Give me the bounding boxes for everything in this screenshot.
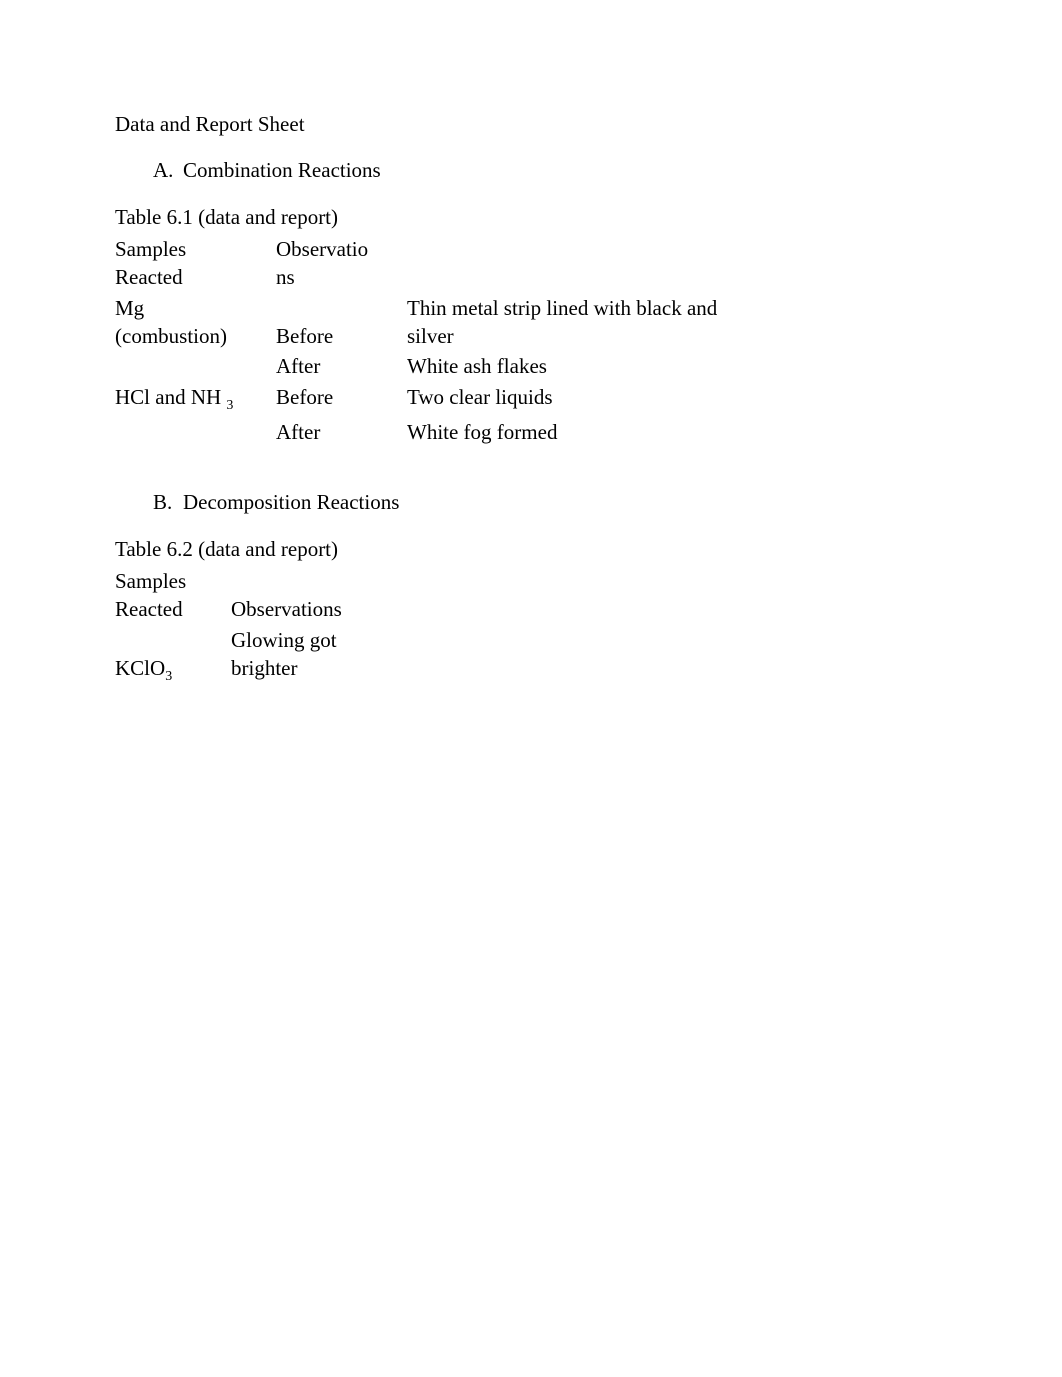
page: Data and Report Sheet A. Combination Rea…: [0, 0, 1062, 689]
table-6-1-caption: Table 6.1 (data and report): [115, 203, 947, 231]
table-6-2-caption: Table 6.2 (data and report): [115, 535, 947, 563]
before-desc-l2: silver: [407, 324, 454, 348]
header-obs-l1: Observatio: [276, 237, 368, 261]
before-desc: Two clear liquids: [407, 385, 553, 409]
section-a-letter: A.: [153, 156, 183, 184]
table-row: Mg (combustion) Before Thin metal strip …: [115, 294, 735, 353]
after-label: After: [276, 354, 320, 378]
header-samples-l1: Samples: [115, 569, 186, 593]
table-row: Samples Reacted Observations: [115, 567, 385, 626]
section-b-letter: B.: [153, 488, 183, 516]
header-samples-l2: Reacted: [115, 597, 183, 621]
section-a-heading: A. Combination Reactions: [153, 156, 947, 184]
table-row: HCl and NH 3 Before Two clear liquids: [115, 383, 735, 418]
sample-kclo-sub: 3: [165, 669, 172, 684]
table-6-1: Samples Reacted Observatio ns Mg (combus…: [115, 235, 735, 448]
section-a-title: Combination Reactions: [183, 156, 381, 184]
obs-l1: Glowing got: [231, 628, 337, 652]
before-label: Before: [276, 324, 333, 348]
sample-kclo-prefix: KClO: [115, 656, 165, 680]
table-row: After White fog formed: [115, 418, 735, 448]
sample-hcl-prefix: HCl and NH: [115, 385, 221, 409]
after-label: After: [276, 420, 320, 444]
table-row: KClO3 Glowing got brighter: [115, 626, 385, 689]
after-desc: White ash flakes: [407, 354, 547, 378]
page-title: Data and Report Sheet: [115, 110, 947, 138]
table-row: Samples Reacted Observatio ns: [115, 235, 735, 294]
section-b-title: Decomposition Reactions: [183, 488, 399, 516]
after-desc: White fog formed: [407, 420, 557, 444]
sample-mg-l1: Mg: [115, 296, 144, 320]
header-obs-l2: ns: [276, 265, 295, 289]
before-label: Before: [276, 385, 333, 409]
sample-mg-l2: (combustion): [115, 324, 227, 348]
before-desc-l1: Thin metal strip lined with black and: [407, 296, 717, 320]
section-b-heading: B. Decomposition Reactions: [153, 488, 947, 516]
header-samples-l2: Reacted: [115, 265, 183, 289]
sample-hcl-sub: 3: [226, 398, 233, 413]
header-samples-l1: Samples: [115, 237, 186, 261]
table-6-2: Samples Reacted Observations KClO3 Glowi…: [115, 567, 385, 689]
obs-l2: brighter: [231, 656, 297, 680]
header-obs: Observations: [231, 597, 342, 621]
table-row: After White ash flakes: [115, 352, 735, 382]
